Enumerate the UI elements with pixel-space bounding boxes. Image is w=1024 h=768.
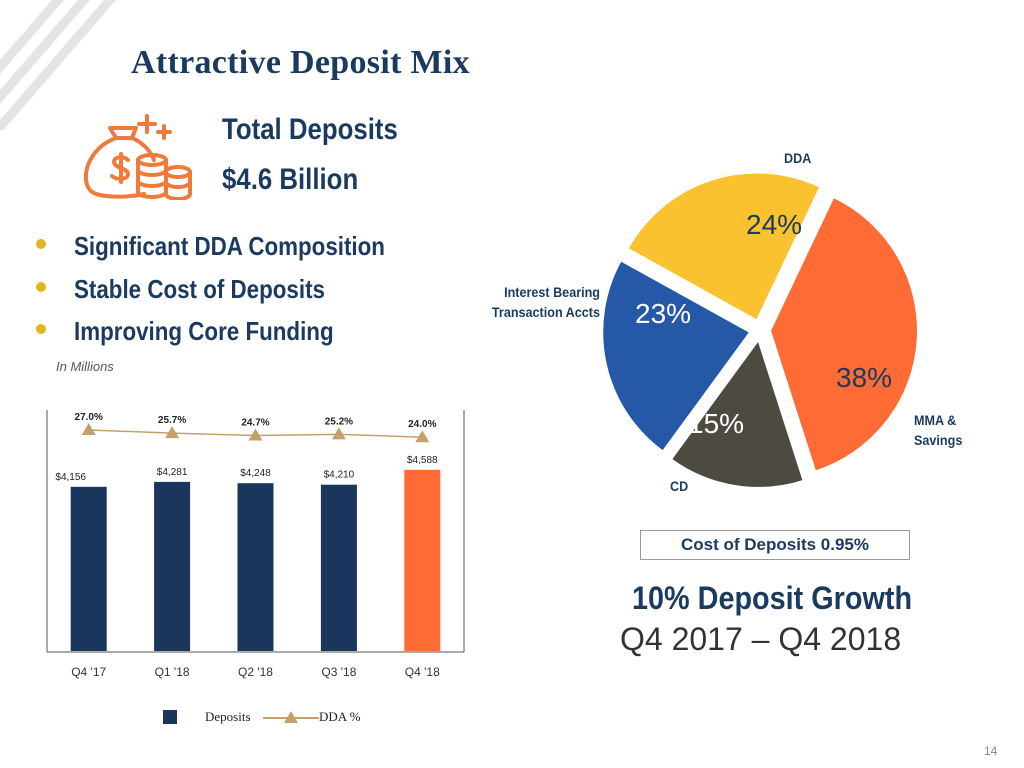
logo-stripes bbox=[0, 0, 116, 130]
bullet-text: Improving Core Funding bbox=[74, 316, 334, 346]
bullet-text: Stable Cost of Deposits bbox=[74, 274, 325, 304]
legend-dda-label: DDA % bbox=[319, 709, 361, 724]
pie-slice-dda bbox=[626, 171, 822, 322]
dda-value-label: 25.2% bbox=[325, 416, 353, 427]
bullet-dot-icon bbox=[36, 239, 46, 249]
total-deposits-value: $4.6 Billion bbox=[222, 163, 359, 196]
bullet-dot-icon bbox=[36, 324, 46, 334]
legend-dda-marker-icon bbox=[263, 711, 319, 723]
deposits-bar-chart: $4,156 Q4 '17 $4,281 Q1 '18 $4,248 Q2 '18 $4,2… bbox=[46, 410, 465, 679]
x-tick-label: Q1 '18 bbox=[155, 665, 190, 679]
x-tick-label: Q4 '18 bbox=[405, 665, 440, 679]
pie-slice-ibta bbox=[601, 259, 752, 453]
x-tick-label: Q4 '17 bbox=[71, 665, 106, 679]
dda-value-label: 27.0% bbox=[75, 412, 103, 423]
pie-label-mma: MMA & Savings bbox=[914, 412, 963, 448]
pie-pct-cd: 15% bbox=[688, 408, 745, 439]
dda-point bbox=[248, 428, 263, 441]
deposit-bar bbox=[70, 486, 107, 651]
pie-pct-mma: 38% bbox=[836, 362, 893, 393]
pie-pct-dda: 24% bbox=[746, 209, 803, 240]
bar-value-label: $4,210 bbox=[324, 470, 355, 481]
dda-point bbox=[331, 427, 346, 440]
dda-point bbox=[165, 426, 180, 439]
deposit-bar bbox=[237, 483, 274, 651]
deposit-bar bbox=[404, 469, 441, 651]
bullet-dot-icon bbox=[36, 282, 46, 292]
dda-point bbox=[415, 430, 430, 443]
bar-value-label: $4,588 bbox=[407, 455, 438, 466]
pie-pct-ibta: 23% bbox=[635, 298, 692, 329]
bar-value-label: $4,281 bbox=[157, 467, 188, 478]
page-title: Attractive Deposit Mix bbox=[131, 44, 470, 81]
deposit-bar bbox=[154, 481, 191, 651]
pie-label-ibta: Interest Bearing Transaction Accts bbox=[491, 284, 600, 320]
page-number: 14 bbox=[984, 744, 998, 758]
deposit-growth-period: Q4 2017 – Q4 2018 bbox=[620, 621, 902, 657]
legend-deposits-swatch bbox=[163, 710, 177, 724]
deposit-growth-title: 10% Deposit Growth bbox=[632, 580, 913, 616]
pie-label-cd: CD bbox=[670, 478, 689, 494]
dda-value-label: 24.0% bbox=[408, 419, 436, 430]
pie-slice-cd bbox=[669, 337, 805, 489]
x-tick-label: Q2 '18 bbox=[238, 665, 273, 679]
deposit-bar bbox=[320, 484, 357, 651]
units-label: In Millions bbox=[56, 359, 114, 374]
dda-value-label: 24.7% bbox=[241, 418, 269, 429]
cost-of-deposits-box: Cost of Deposits 0.95% bbox=[640, 530, 910, 560]
money-bag-icon bbox=[84, 114, 192, 200]
legend-deposits-label: Deposits bbox=[205, 709, 251, 724]
bar-value-label: $4,248 bbox=[240, 468, 271, 479]
dda-value-label: 25.7% bbox=[158, 415, 186, 426]
total-deposits-title: Total Deposits bbox=[222, 113, 398, 146]
bar-value-label: $4,156 bbox=[55, 472, 86, 483]
pie-slice-mma bbox=[768, 195, 919, 473]
x-tick-label: Q3 '18 bbox=[321, 665, 356, 679]
bullet-text: Significant DDA Composition bbox=[74, 231, 385, 261]
pie-label-dda: DDA bbox=[784, 150, 812, 166]
dda-point bbox=[81, 423, 96, 435]
